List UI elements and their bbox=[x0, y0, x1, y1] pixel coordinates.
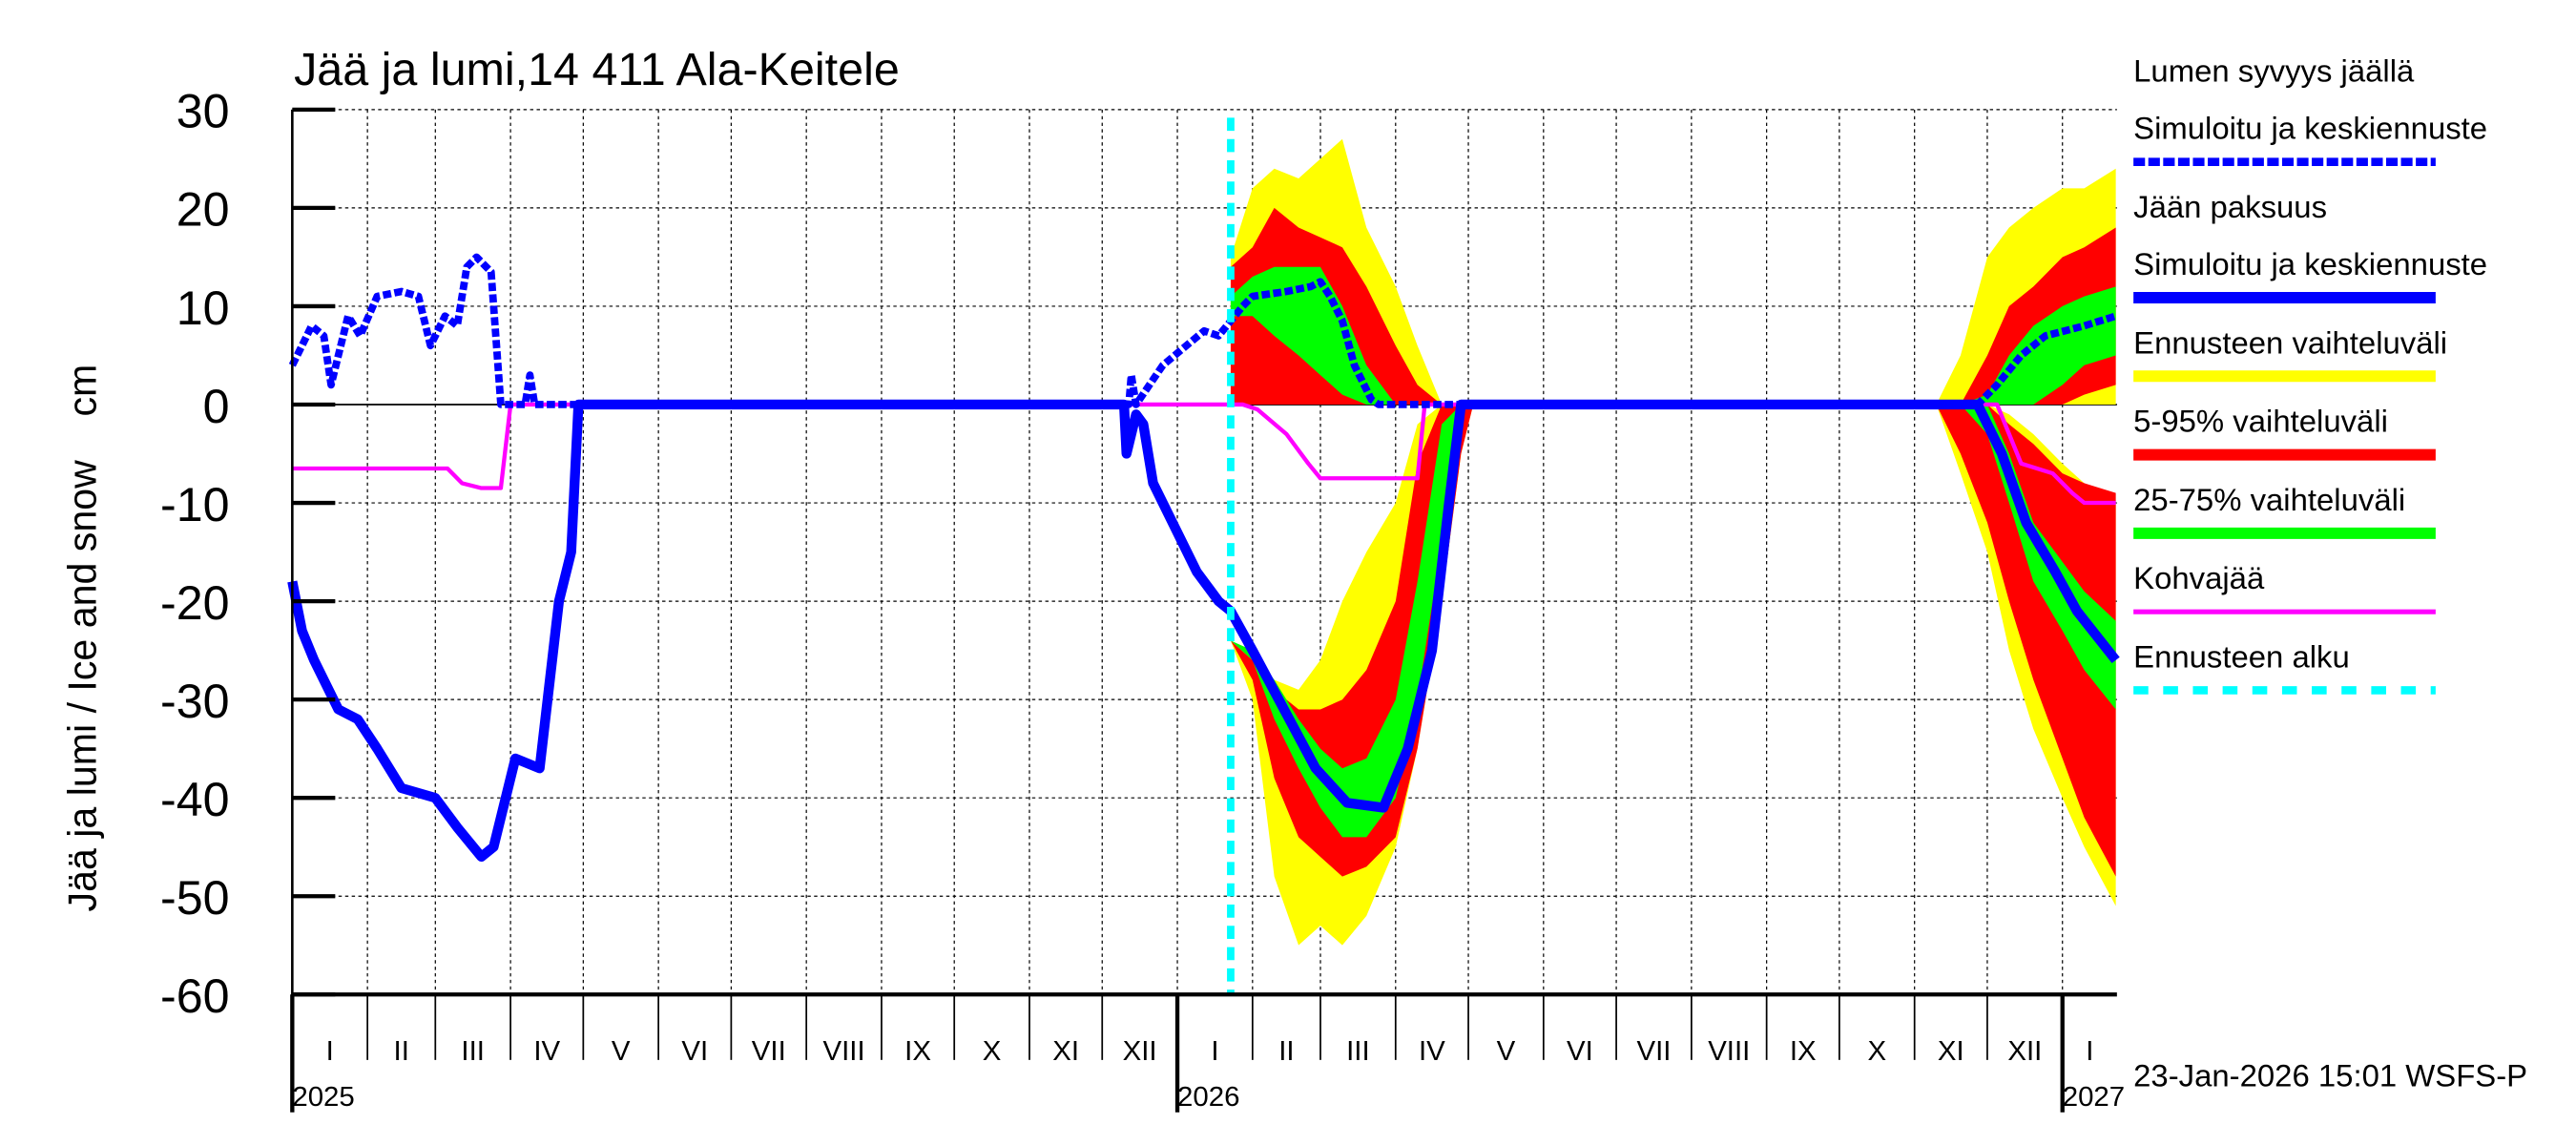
legend-label: Simuloitu ja keskiennuste bbox=[2133, 246, 2487, 281]
x-month-label: III bbox=[1346, 1035, 1370, 1067]
series-line bbox=[287, 399, 2120, 863]
x-month-label: X bbox=[983, 1035, 1002, 1067]
legend-label: Kohvajää bbox=[2133, 560, 2265, 595]
x-month-label: VIII bbox=[822, 1035, 864, 1067]
band-area bbox=[1936, 286, 2116, 405]
y-tick-label: -30 bbox=[160, 675, 230, 728]
x-month-label: X bbox=[1867, 1035, 1886, 1067]
band-area bbox=[1230, 266, 1443, 405]
band-area bbox=[1936, 404, 2116, 877]
x-month-label: XI bbox=[1938, 1035, 1964, 1067]
y-tick-label: 0 bbox=[203, 380, 230, 433]
legend-item: 5-95% vaihteluväli bbox=[2133, 404, 2436, 461]
legend-item: Kohvajää bbox=[2133, 560, 2436, 614]
x-month-label: VI bbox=[681, 1035, 708, 1067]
x-month-label: VII bbox=[1636, 1035, 1671, 1067]
series-lines bbox=[287, 117, 2120, 995]
x-year-label: 2025 bbox=[292, 1081, 354, 1113]
x-month-label: III bbox=[461, 1035, 485, 1067]
y-tick-label: -60 bbox=[160, 969, 230, 1023]
y-tick-label: 30 bbox=[177, 85, 230, 138]
legend-label: Ennusteen vaihteluväli bbox=[2133, 324, 2447, 360]
chart-title: Jää ja lumi,14 411 Ala-Keitele bbox=[294, 44, 900, 95]
x-month-label: IX bbox=[904, 1035, 931, 1067]
legend-label: Simuloitu ja keskiennuste bbox=[2133, 111, 2487, 146]
x-month-label: XI bbox=[1052, 1035, 1079, 1067]
legend-item: Ennusteen vaihteluväli bbox=[2133, 324, 2447, 383]
legend: Lumen syvyys jäällä Simuloitu ja keskienn… bbox=[2133, 53, 2487, 695]
x-month-label: V bbox=[612, 1035, 631, 1067]
y-tick-label: 20 bbox=[177, 183, 230, 237]
band-area bbox=[1936, 404, 2116, 710]
legend-item: Jään paksuus Simuloitu ja keskiennuste bbox=[2133, 189, 2487, 303]
y-tick-label: -50 bbox=[160, 871, 230, 925]
x-month-label: IX bbox=[1790, 1035, 1817, 1067]
x-month-label: VII bbox=[752, 1035, 786, 1067]
x-year-label: 2026 bbox=[1177, 1081, 1239, 1113]
legend-item: 25-75% vaihteluväli bbox=[2133, 482, 2436, 539]
x-month-label: I bbox=[326, 1035, 334, 1067]
x-year-label: 2027 bbox=[2063, 1081, 2125, 1113]
x-month-label: XII bbox=[1123, 1035, 1157, 1067]
x-month-label: II bbox=[394, 1035, 409, 1067]
y-axis-label: Jää ja lumi / Ice and snow cm bbox=[60, 364, 104, 912]
x-month-label: I bbox=[1211, 1035, 1218, 1067]
footer-timestamp: 23-Jan-2026 15:01 WSFS-P bbox=[2133, 1057, 2527, 1093]
y-tick-label: -10 bbox=[160, 478, 230, 531]
legend-label: 25-75% vaihteluväli bbox=[2133, 482, 2405, 517]
series-line bbox=[292, 402, 2116, 506]
legend-label: Jään paksuus bbox=[2133, 189, 2327, 224]
x-month-label: XII bbox=[2007, 1035, 2042, 1067]
x-month-label: IV bbox=[1419, 1035, 1445, 1067]
y-tick-label: -40 bbox=[160, 773, 230, 826]
x-month-label: VIII bbox=[1708, 1035, 1750, 1067]
forecast-bands bbox=[1230, 138, 2116, 946]
legend-item: Ennusteen alku bbox=[2133, 639, 2436, 695]
series-line bbox=[288, 253, 2117, 408]
x-month-label: II bbox=[1278, 1035, 1294, 1067]
x-month-label: I bbox=[2086, 1035, 2093, 1067]
y-tick-label: 10 bbox=[177, 281, 230, 335]
band-area bbox=[1230, 404, 1474, 877]
legend-item: Lumen syvyys jäällä Simuloitu ja keskienn… bbox=[2133, 53, 2487, 166]
y-tick-label: -20 bbox=[160, 576, 230, 630]
legend-label: 5-95% vaihteluväli bbox=[2133, 404, 2388, 439]
x-month-label: V bbox=[1497, 1035, 1516, 1067]
legend-label: Ennusteen alku bbox=[2133, 639, 2350, 675]
legend-label: Lumen syvyys jäällä bbox=[2133, 53, 2415, 89]
x-month-label: VI bbox=[1567, 1035, 1593, 1067]
x-month-label: IV bbox=[533, 1035, 560, 1067]
